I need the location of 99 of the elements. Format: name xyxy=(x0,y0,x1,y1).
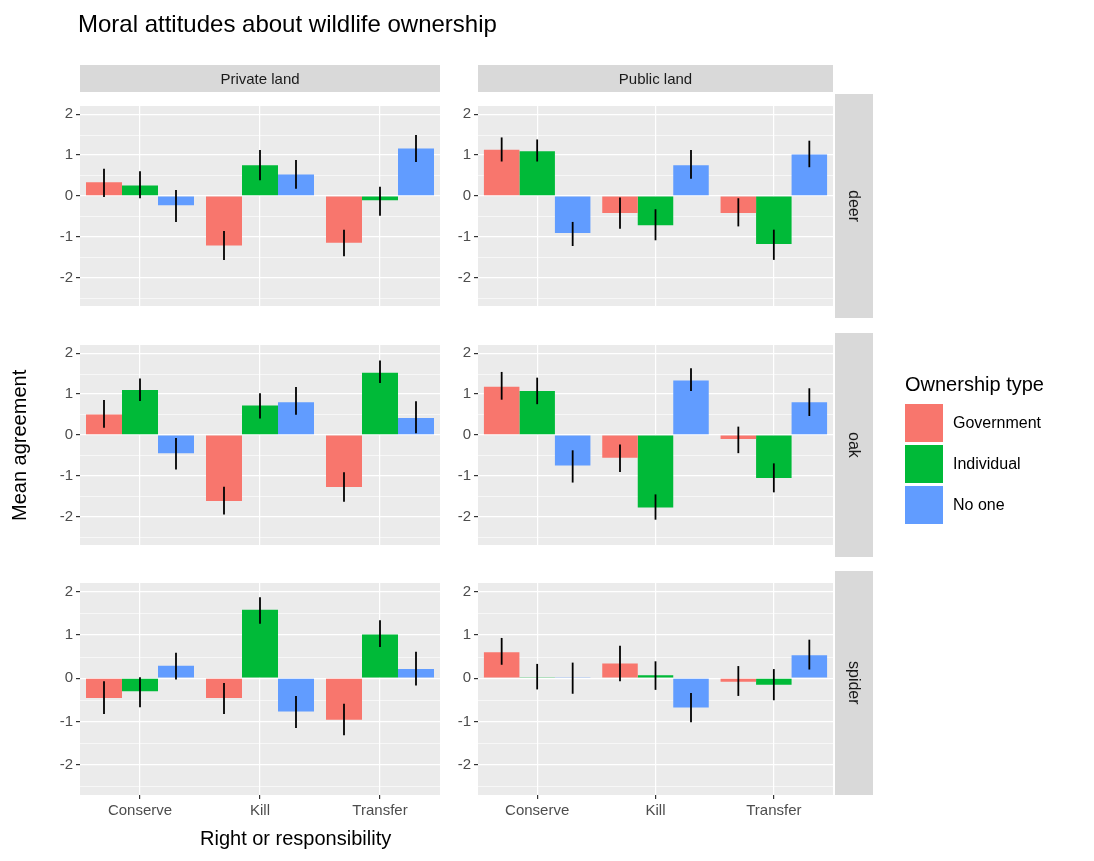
y-tick-label: 2 xyxy=(462,343,471,361)
text: deer xyxy=(835,94,873,318)
bar xyxy=(673,165,709,196)
y-tick-label: 0 xyxy=(64,424,73,442)
bar xyxy=(86,678,122,699)
bar xyxy=(637,196,674,226)
chart-subtitle: Private land xyxy=(80,65,440,92)
y-tick-label: -1 xyxy=(457,226,471,244)
x-tick-label: Kill xyxy=(645,801,666,819)
bar xyxy=(242,165,278,196)
bar xyxy=(278,174,314,196)
bar xyxy=(362,634,398,678)
bar xyxy=(483,149,520,196)
bar xyxy=(206,678,242,699)
y-tick-label: 1 xyxy=(462,625,471,643)
y-tick-label: 1 xyxy=(462,384,471,402)
bar xyxy=(158,196,194,206)
bar xyxy=(791,402,828,435)
bar xyxy=(756,678,792,685)
y-tick-label: 1 xyxy=(64,145,73,163)
bar xyxy=(791,154,828,196)
bar xyxy=(483,652,520,678)
y-tick-label: 1 xyxy=(64,625,73,643)
x-axis-title: Right or responsibility xyxy=(200,827,392,850)
y-tick-label: -1 xyxy=(59,711,73,729)
text: oak xyxy=(835,333,873,557)
y-tick-label: 2 xyxy=(64,343,73,361)
bar xyxy=(791,655,828,678)
y-tick-label: 2 xyxy=(462,581,471,599)
y-tick-label: 0 xyxy=(64,668,73,686)
bar xyxy=(519,151,555,196)
bar xyxy=(158,665,194,678)
bar xyxy=(122,678,158,692)
bar xyxy=(158,435,194,454)
y-tick-label: -2 xyxy=(59,754,73,772)
bar xyxy=(602,196,638,213)
bar xyxy=(637,435,674,508)
x-tick-label: Transfer xyxy=(352,801,408,819)
bar xyxy=(122,389,158,435)
bar xyxy=(86,182,122,196)
bar xyxy=(326,196,362,243)
bar xyxy=(206,435,242,501)
x-tick-label: Conserve xyxy=(107,801,173,819)
y-tick-label: -2 xyxy=(457,506,471,524)
y-tick-label: 0 xyxy=(462,424,471,442)
bar xyxy=(398,418,434,435)
bar xyxy=(362,196,398,201)
bar xyxy=(720,435,757,439)
legend-label: Government xyxy=(953,413,1042,432)
bar xyxy=(326,678,362,720)
y-tick-label: 0 xyxy=(462,185,471,203)
legend-label: No one xyxy=(953,495,1005,514)
bar xyxy=(398,669,434,678)
y-tick-label: 2 xyxy=(64,104,73,122)
bar xyxy=(278,678,314,712)
bar xyxy=(720,196,757,213)
chart-subtitle: Public land xyxy=(478,65,833,92)
y-tick-label: -1 xyxy=(457,465,471,483)
bar xyxy=(362,372,398,435)
bar xyxy=(483,386,520,435)
y-tick-label: -2 xyxy=(457,267,471,285)
y-tick-label: -2 xyxy=(457,754,471,772)
bar xyxy=(554,435,591,466)
bar xyxy=(602,663,638,678)
bar xyxy=(756,196,792,244)
x-tick-label: Conserve xyxy=(505,801,570,819)
chart-title: Moral attitudes about wildlife ownership xyxy=(78,10,497,38)
bar xyxy=(673,678,709,708)
y-tick-label: 1 xyxy=(462,145,471,163)
bar xyxy=(602,435,638,458)
bar xyxy=(206,196,242,246)
y-tick-label: 0 xyxy=(462,668,471,686)
x-tick-label: Kill xyxy=(249,801,271,819)
y-tick-label: -2 xyxy=(59,267,73,285)
y-tick-label: -1 xyxy=(457,711,471,729)
legend-label: Individual xyxy=(953,454,1021,473)
text: spider xyxy=(835,571,873,795)
x-tick-label: Transfer xyxy=(746,801,802,819)
y-tick-label: -1 xyxy=(59,465,73,483)
bar xyxy=(398,148,434,196)
y-tick-label: 2 xyxy=(64,581,73,599)
legend-title: Ownership type xyxy=(905,373,1044,396)
y-tick-label: -2 xyxy=(59,506,73,524)
y-tick-label: 0 xyxy=(64,185,73,203)
bar xyxy=(720,678,757,682)
y-tick-label: 1 xyxy=(64,384,73,402)
y-tick-label: -1 xyxy=(59,226,73,244)
bar xyxy=(326,435,362,488)
bar xyxy=(242,405,278,435)
bar xyxy=(242,609,278,678)
bar xyxy=(86,414,122,435)
bar xyxy=(278,402,314,435)
bar xyxy=(519,391,555,435)
y-tick-label: 2 xyxy=(462,104,471,122)
bar xyxy=(756,435,792,479)
bar xyxy=(554,196,591,233)
y-axis-title: Mean agreement xyxy=(8,368,31,523)
bar xyxy=(673,380,709,435)
bar xyxy=(637,675,674,678)
